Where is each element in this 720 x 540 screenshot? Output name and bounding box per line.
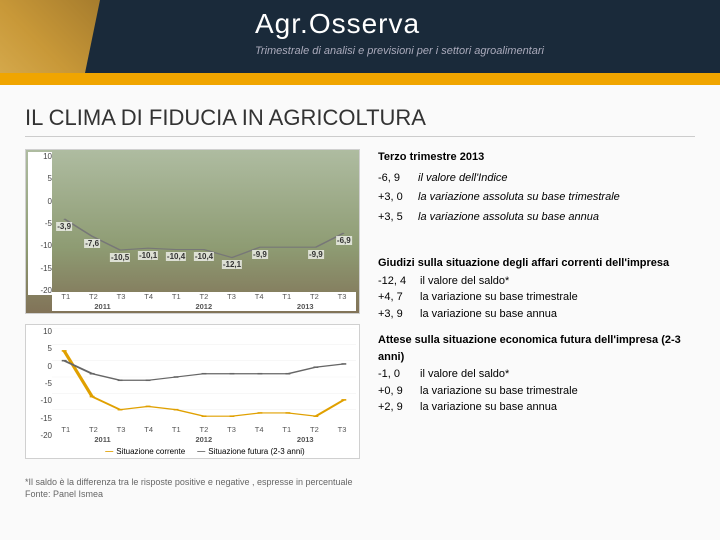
- data-point-label: -9,9: [252, 250, 268, 259]
- chart2-y-axis: 1050-5-10-15-20: [28, 327, 52, 440]
- footnote: *Il saldo è la differenza tra le rispost…: [25, 477, 695, 500]
- chart2-plot: [52, 328, 356, 426]
- charts-column: 1050-5-10-15-20 -3,9-7,6-10,5-10,1-10,4-…: [25, 149, 360, 469]
- stat-row: +2, 9la variazione su base annua: [378, 399, 695, 416]
- data-point-label: -10,4: [166, 252, 186, 261]
- data-point-label: -10,1: [138, 251, 158, 260]
- page-title: IL CLIMA DI FIDUCIA IN AGRICOLTURA: [25, 105, 695, 137]
- giudizi-title: Giudizi sulla situazione degli affari co…: [378, 255, 695, 272]
- brand-part2: Osserva: [309, 8, 420, 39]
- row-top: 1050-5-10-15-20 -3,9-7,6-10,5-10,1-10,4-…: [25, 149, 695, 469]
- content: IL CLIMA DI FIDUCIA IN AGRICOLTURA 1050-…: [0, 85, 720, 510]
- stat-value: -12, 4: [378, 273, 420, 290]
- brand-subtitle: Trimestrale di analisi e previsioni per …: [255, 45, 544, 57]
- stat-row: -12, 4il valore del saldo*: [378, 273, 695, 290]
- legend-futura: Situazione futura (2-3 anni): [197, 447, 305, 456]
- stat-label: la variazione su base trimestrale: [420, 289, 578, 306]
- stat-label: il valore del saldo*: [420, 366, 509, 383]
- brand-part1: Agr.: [255, 8, 309, 39]
- stat-value: -1, 0: [378, 366, 420, 383]
- stat-value: +0, 9: [378, 383, 420, 400]
- stat-var-year: +3, 5 la variazione assoluta su base ann…: [378, 209, 695, 226]
- stat-vary-label: la variazione assoluta su base annua: [418, 209, 599, 226]
- data-point-label: -7,6: [84, 239, 100, 248]
- stat-row: -1, 0il valore del saldo*: [378, 366, 695, 383]
- stat-row: +3, 9la variazione su base annua: [378, 306, 695, 323]
- stat-label: la variazione su base trimestrale: [420, 383, 578, 400]
- stat-row: +0, 9la variazione su base trimestrale: [378, 383, 695, 400]
- stat-varq-value: +3, 0: [378, 189, 418, 206]
- data-point-label: -6,9: [336, 236, 352, 245]
- stat-vary-value: +3, 5: [378, 209, 418, 226]
- text-column: Terzo trimestre 2013 -6, 9 il valore del…: [378, 149, 695, 469]
- stat-value: +4, 7: [378, 289, 420, 306]
- chart1-plot: -3,9 -7,6 -10,5 -10,1 -10,4 -10,4 -12,1 -9,9 -9,…: [52, 153, 356, 295]
- attese-title: Attese sulla situazione economica futura…: [378, 332, 695, 365]
- stat-index: -6, 9 il valore dell'Indice: [378, 170, 695, 187]
- data-point-label: -12,1: [222, 260, 242, 269]
- stat-row: +4, 7la variazione su base trimestrale: [378, 289, 695, 306]
- data-point-label: -10,5: [110, 253, 130, 262]
- legend-corrente: Situazione corrente: [105, 447, 185, 456]
- chart1-x-axis: T1T2T3T4T1T2T3T4T1T2T3 201120122013: [52, 292, 356, 311]
- stat-varq-label: la variazione assoluta su base trimestra…: [418, 189, 620, 206]
- brand-logo: Agr.Osserva: [255, 8, 420, 40]
- chart1-y-axis: 1050-5-10-15-20: [28, 152, 52, 295]
- stat-index-label: il valore dell'Indice: [418, 170, 508, 187]
- chart2-x-axis: T1T2T3T4T1T2T3T4T1T2T3 201120122013: [52, 425, 356, 444]
- footnote-line1: *Il saldo è la differenza tra le rispost…: [25, 477, 695, 489]
- stat-label: la variazione su base annua: [420, 399, 557, 416]
- data-point-label: -10,4: [194, 252, 214, 261]
- block-giudizi-attese: Giudizi sulla situazione degli affari co…: [378, 255, 695, 416]
- chart-situation: 1050-5-10-15-20 T1T2T3T4T1T2T3T4T1T2T3 2…: [25, 324, 360, 459]
- data-point-label: -9,9: [308, 250, 324, 259]
- quarter-heading: Terzo trimestre 2013: [378, 149, 695, 166]
- stat-value: +2, 9: [378, 399, 420, 416]
- stat-index-value: -6, 9: [378, 170, 418, 187]
- chart2-legend: Situazione corrente Situazione futura (2…: [56, 447, 354, 456]
- footnote-line2: Fonte: Panel Ismea: [25, 489, 695, 501]
- stat-var-quarter: +3, 0 la variazione assoluta su base tri…: [378, 189, 695, 206]
- data-point-label: -3,9: [56, 222, 72, 231]
- stat-value: +3, 9: [378, 306, 420, 323]
- stat-label: la variazione su base annua: [420, 306, 557, 323]
- chart-confidence-index: 1050-5-10-15-20 -3,9-7,6-10,5-10,1-10,4-…: [25, 149, 360, 314]
- header: Agr.Osserva Trimestrale di analisi e pre…: [0, 0, 720, 85]
- stat-label: il valore del saldo*: [420, 273, 509, 290]
